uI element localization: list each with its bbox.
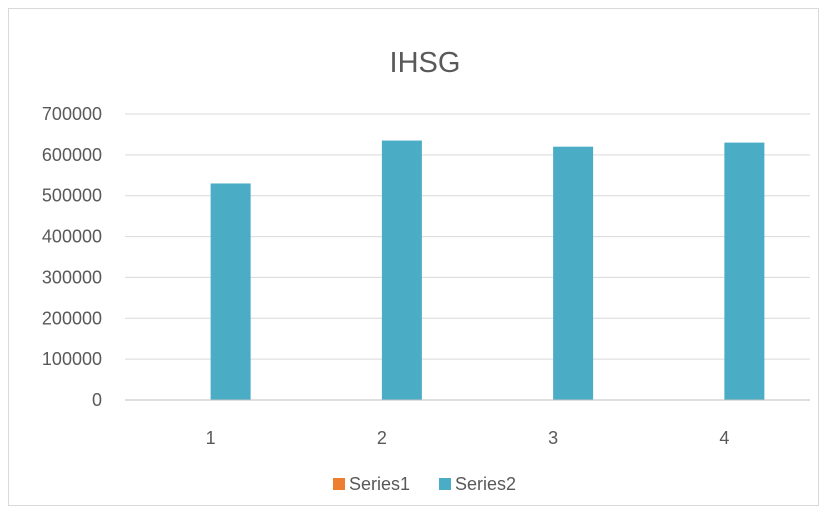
y-tick-label: 700000	[42, 104, 102, 124]
bar-series2-2	[381, 140, 422, 401]
x-tick-label: 3	[548, 428, 558, 448]
y-tick-label: 300000	[42, 267, 102, 287]
x-tick-label: 1	[206, 428, 216, 448]
x-tick-label: 4	[719, 428, 729, 448]
x-tick-label: 2	[377, 428, 387, 448]
bar-series2-3	[553, 146, 594, 400]
y-tick-label: 100000	[42, 349, 102, 369]
legend-swatch-series1	[333, 478, 345, 490]
bar-series2-1	[210, 183, 251, 400]
y-axis-ticks: 0 100000 200000 300000 400000 500000 600000 700…	[42, 104, 102, 410]
y-tick-label: 600000	[42, 145, 102, 165]
x-axis-ticks: 1 2 3 4	[206, 428, 730, 448]
legend-swatch-series2	[439, 478, 451, 490]
chart-title: IHSG	[390, 47, 461, 79]
bars	[210, 140, 765, 401]
y-tick-label: 200000	[42, 308, 102, 328]
y-tick-label: 0	[92, 390, 102, 410]
y-tick-label: 400000	[42, 227, 102, 247]
legend-label-series2: Series2	[455, 474, 516, 494]
legend-label-series1: Series1	[349, 474, 410, 494]
legend: Series1 Series2	[333, 474, 516, 494]
y-tick-label: 500000	[42, 186, 102, 206]
bar-series2-4	[724, 142, 765, 400]
